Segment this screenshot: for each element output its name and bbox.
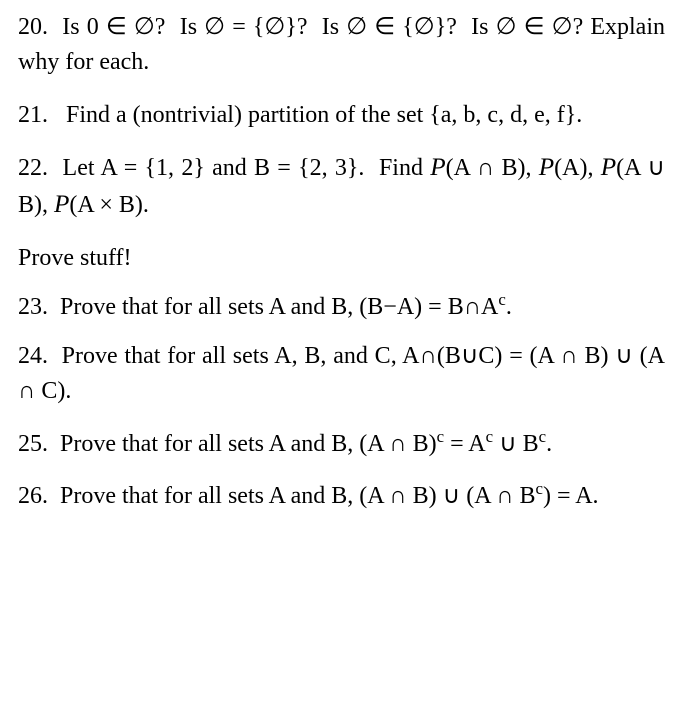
problem-22: 22. Let A = {1, 2} and B = {2, 3}. Find … (18, 150, 665, 223)
problem-24: 24. Prove that for all sets A, B, and C,… (18, 339, 665, 409)
problem-25: 25. Prove that for all sets A and B, (A … (18, 427, 665, 462)
problem-23: 23. Prove that for all sets A and B, (B−… (18, 290, 665, 325)
problem-20: 20. Is 0 ∈ ∅? Is ∅ = {∅}? Is ∅ ∈ {∅}? Is… (18, 10, 665, 80)
problem-21: 21. Find a (nontrivial) partition of the… (18, 98, 665, 133)
section-heading-prove-stuff: Prove stuff! (18, 241, 665, 276)
problem-26: 26. Prove that for all sets A and B, (A … (18, 479, 665, 514)
